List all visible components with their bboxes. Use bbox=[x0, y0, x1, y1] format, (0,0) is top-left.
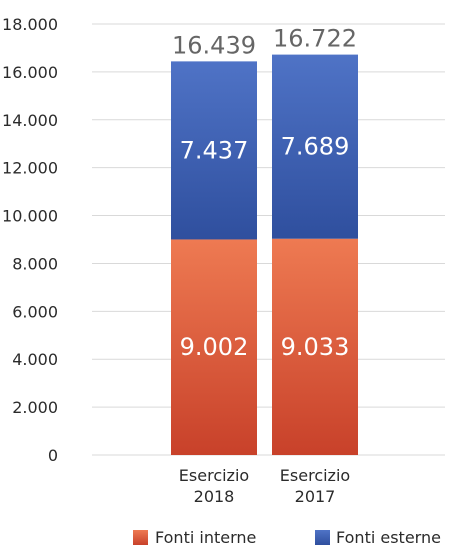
y-tick-label: 10.000 bbox=[2, 207, 58, 226]
bars bbox=[171, 54, 358, 455]
bar-segment-fonti-interne bbox=[171, 239, 257, 455]
y-tick-label: 12.000 bbox=[2, 159, 58, 178]
segment-value-label: 9.033 bbox=[281, 333, 350, 361]
data-labels: 9.002 7.437 16.439 9.033 7.689 16.722 bbox=[172, 25, 357, 362]
bar-segment-fonti-esterne bbox=[171, 61, 257, 240]
segment-value-label: 7.437 bbox=[180, 136, 249, 164]
segment-value-label: 7.689 bbox=[281, 133, 350, 161]
legend-swatch bbox=[315, 530, 330, 545]
x-category-label: Esercizio bbox=[179, 466, 249, 485]
y-tick-label: 0 bbox=[48, 446, 58, 465]
legend-label: Fonti esterne bbox=[336, 528, 441, 547]
legend-label: Fonti interne bbox=[155, 528, 256, 547]
y-axis-ticks: 0 2.000 4.000 6.000 8.000 10.000 12.000 14.000 1… bbox=[2, 15, 58, 465]
y-tick-label: 14.000 bbox=[2, 111, 58, 130]
y-tick-label: 2.000 bbox=[12, 398, 58, 417]
x-axis-categories: Esercizio 2018 Esercizio 2017 bbox=[179, 466, 350, 506]
y-tick-label: 8.000 bbox=[12, 254, 58, 273]
y-tick-label: 18.000 bbox=[2, 15, 58, 34]
total-value-label: 16.722 bbox=[273, 25, 357, 53]
y-tick-label: 4.000 bbox=[12, 350, 58, 369]
y-tick-label: 16.000 bbox=[2, 63, 58, 82]
x-category-label: 2018 bbox=[194, 487, 235, 506]
legend-swatch bbox=[133, 530, 148, 545]
total-value-label: 16.439 bbox=[172, 31, 256, 59]
segment-value-label: 9.002 bbox=[180, 333, 249, 361]
bar-segment-fonti-esterne bbox=[272, 54, 358, 239]
x-category-label: 2017 bbox=[295, 487, 336, 506]
x-category-label: Esercizio bbox=[280, 466, 350, 485]
y-tick-label: 6.000 bbox=[12, 302, 58, 321]
gridlines bbox=[92, 23, 445, 456]
bar-segment-fonti-interne bbox=[272, 238, 358, 455]
legend: Fonti interne Fonti esterne bbox=[133, 528, 441, 547]
